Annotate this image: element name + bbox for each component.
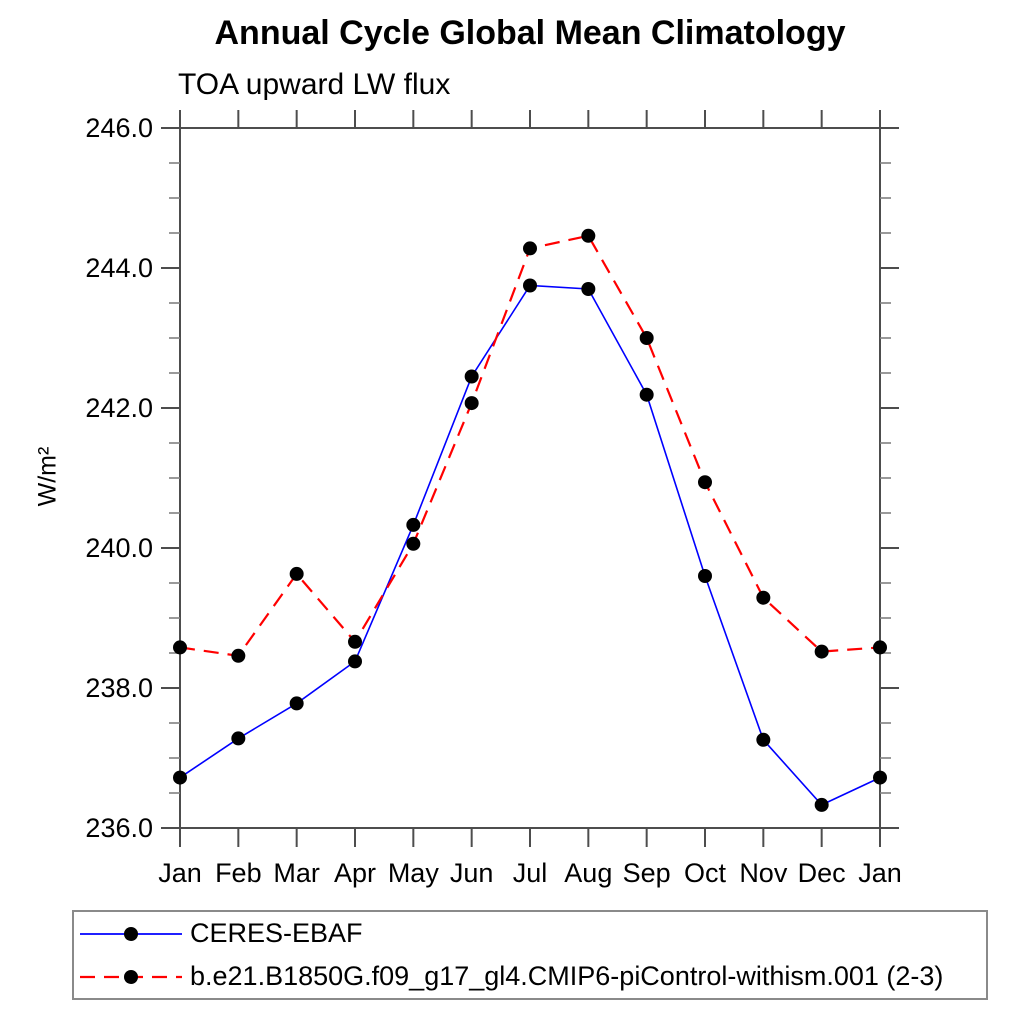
data-point-marker [873, 770, 887, 785]
y-tick-label: 244.0 [85, 253, 153, 283]
x-tick-label: Apr [334, 858, 376, 888]
legend-label-ceres-ebaf: CERES-EBAF [190, 918, 363, 948]
x-tick-label: Nov [739, 858, 788, 888]
data-point-marker [698, 569, 712, 583]
data-point-marker [814, 797, 829, 812]
data-point-marker [639, 331, 654, 345]
y-tick-label: 238.0 [85, 673, 153, 703]
data-point-marker [348, 634, 362, 649]
data-point-marker [581, 228, 596, 243]
x-tick-label: Aug [564, 858, 612, 888]
plot-area: 236.0 238.0 240.0 242.0 244.0 246.0 Jan Feb Mar A… [85, 110, 902, 888]
y-tick-label: 240.0 [85, 533, 153, 563]
data-point-marker [873, 640, 887, 655]
x-tick-label: Jan [858, 858, 902, 888]
data-point-marker [523, 278, 537, 293]
data-point-marker [814, 644, 829, 659]
data-point-marker [289, 696, 304, 711]
x-tick-label: Mar [273, 858, 320, 888]
x-tick-label: Jun [450, 858, 494, 888]
series-line-0 [179, 284, 881, 806]
legend-swatch-solid-line [80, 926, 182, 941]
legend-row: b.e21.B1850G.f09_g17_gl4.CMIP6-piControl… [74, 955, 986, 998]
data-point-marker [464, 369, 479, 384]
legend-swatch-dashed-line [80, 969, 182, 984]
data-point-marker [639, 387, 654, 402]
y-tick-label: 236.0 [85, 813, 153, 843]
legend: CERES-EBAF b.e21.B1850G.f09_g17_gl4.CMIP… [72, 910, 988, 1000]
x-tick-label: Feb [215, 858, 262, 888]
x-tick-label: Oct [684, 858, 727, 888]
data-point-marker [523, 241, 537, 256]
x-tick-label: Dec [798, 858, 846, 888]
data-point-marker [756, 590, 771, 605]
data-point-marker [464, 396, 479, 411]
data-point-marker [173, 640, 187, 655]
data-point-marker [756, 732, 771, 747]
x-tick-label: Jan [158, 858, 202, 888]
data-point-marker [698, 475, 712, 490]
data-point-marker [289, 566, 304, 581]
legend-label-model-run: b.e21.B1850G.f09_g17_gl4.CMIP6-piControl… [190, 961, 944, 991]
data-point-marker [173, 770, 187, 785]
data-point-marker [231, 648, 246, 663]
legend-row: CERES-EBAF [74, 912, 986, 955]
data-point-marker [581, 282, 596, 296]
x-tick-label: Sep [623, 858, 671, 888]
legend-marker-dot [124, 926, 138, 941]
data-point-marker [348, 654, 362, 669]
y-tick-label: 246.0 [85, 113, 153, 143]
plot-frame [179, 127, 881, 829]
y-tick-label: 242.0 [85, 393, 153, 423]
series-line-1 [179, 234, 881, 657]
legend-marker-dot [124, 969, 138, 984]
data-point-marker [406, 517, 421, 532]
x-tick-label: May [388, 858, 440, 888]
chart-title: Annual Cycle Global Mean Climatology [214, 14, 846, 52]
x-tick-label: Jul [513, 858, 548, 888]
chart-subtitle: TOA upward LW flux [178, 68, 451, 101]
data-point-marker [231, 731, 246, 746]
data-point-marker [406, 536, 421, 551]
